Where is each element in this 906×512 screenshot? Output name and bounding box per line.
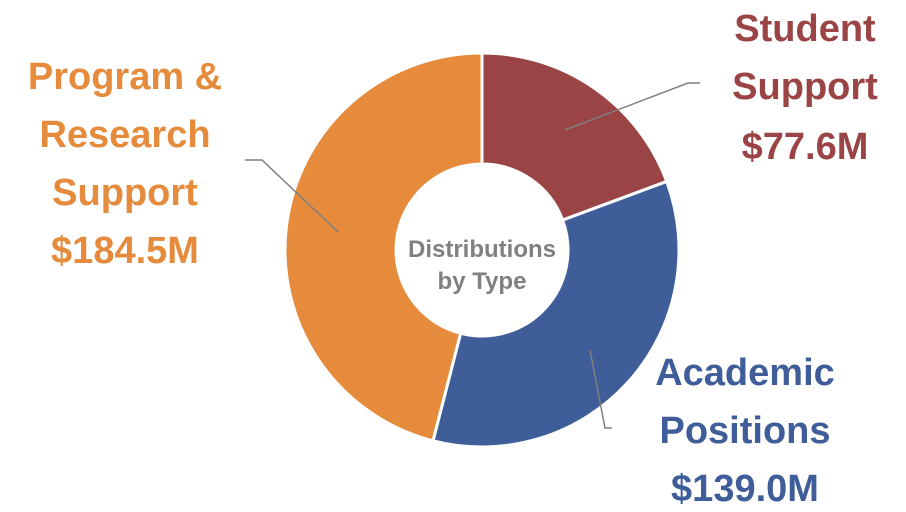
value-label: $139.0M [671, 468, 819, 510]
slice-label: Student Support [732, 8, 878, 108]
donut-slice [480, 51, 669, 223]
value-label: $184.5M [51, 230, 199, 272]
leader-line [589, 349, 612, 429]
donut-slice [431, 179, 681, 449]
leader-line [564, 82, 700, 131]
slice-label: Academic Positions [655, 352, 835, 452]
slice-label: Program & Research Support [27, 56, 223, 214]
center-label: Distributions by Type [408, 236, 556, 295]
value-label: $77.6M [741, 126, 869, 168]
leader-line [245, 159, 339, 233]
donut-slice [283, 51, 484, 443]
